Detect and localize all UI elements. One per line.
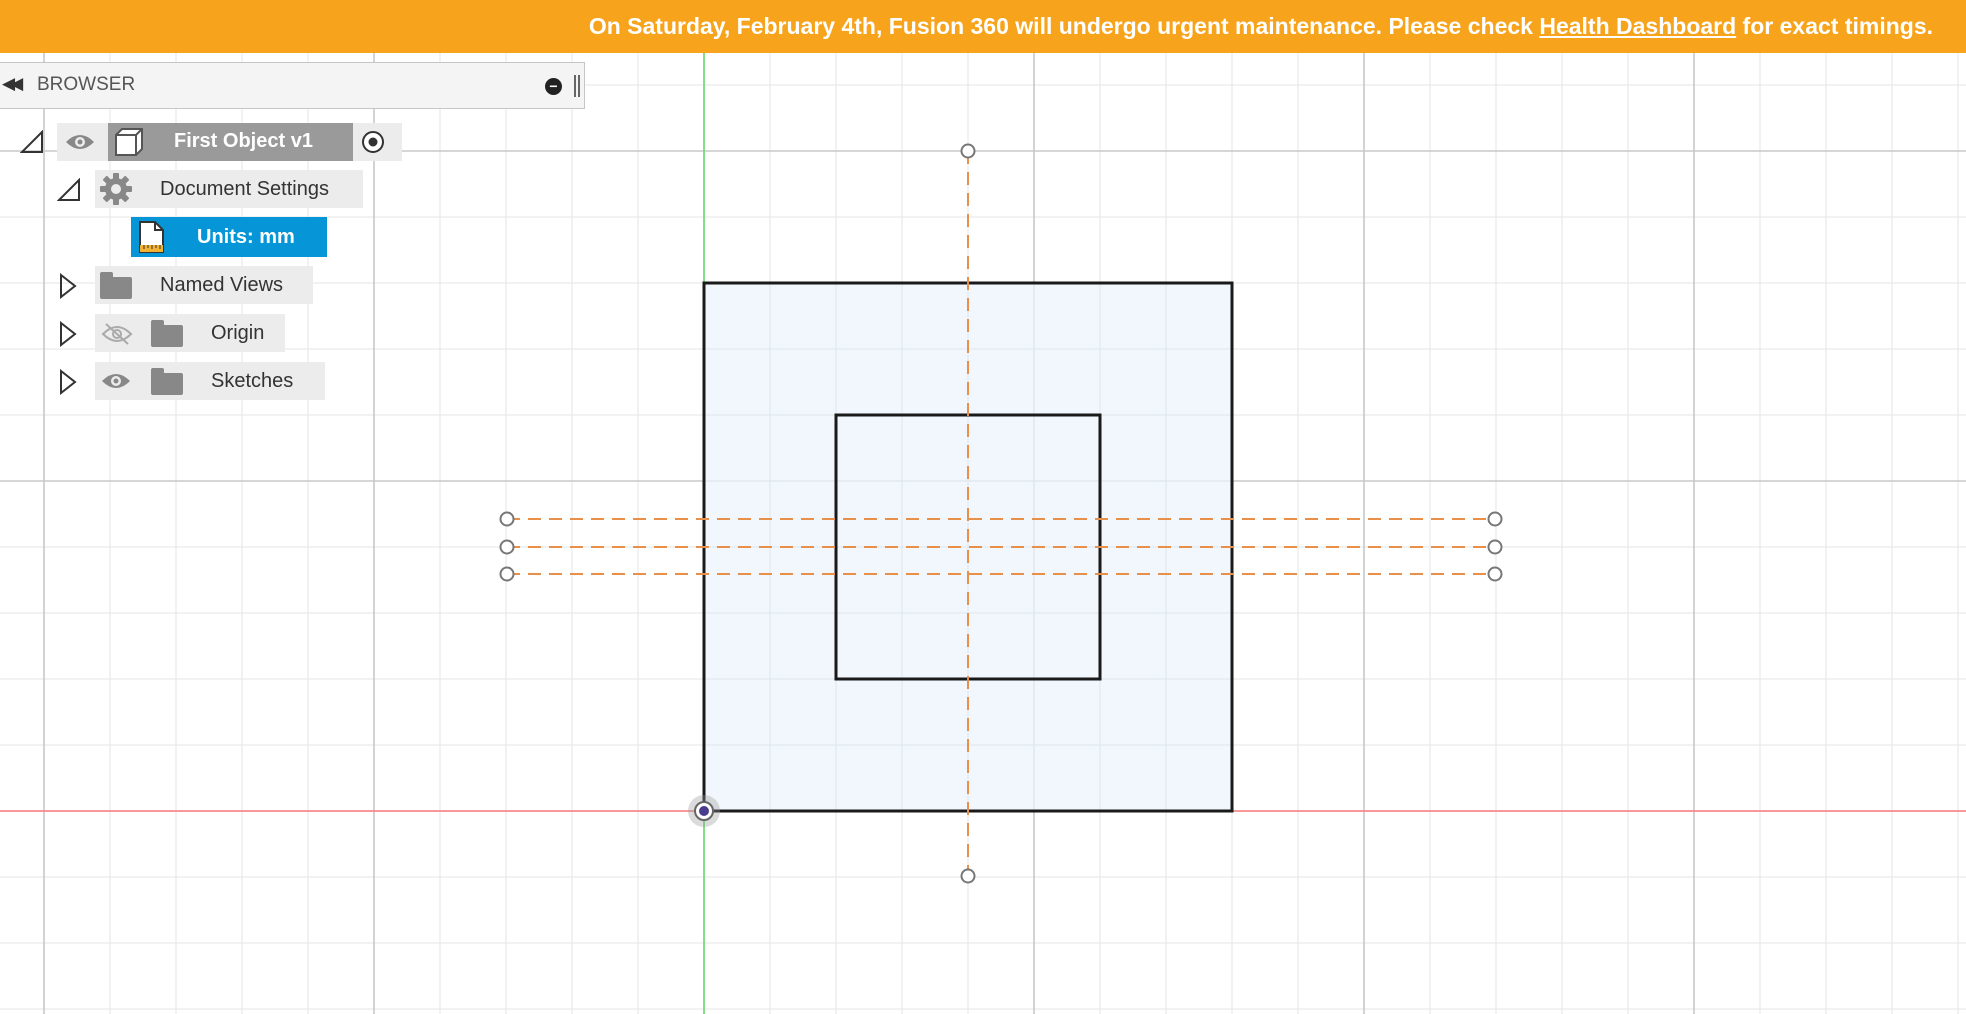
maintenance-banner: On Saturday, February 4th, Fusion 360 wi…	[0, 0, 1966, 53]
eye-icon[interactable]	[100, 370, 132, 392]
gear-icon	[100, 173, 132, 205]
folder-icon	[151, 320, 183, 347]
endpoint	[960, 143, 976, 159]
endpoint	[499, 566, 515, 582]
endpoint	[1487, 539, 1503, 555]
expanded-triangle-icon[interactable]	[57, 178, 81, 202]
activate-radio-icon[interactable]	[360, 129, 386, 155]
minimize-icon[interactable]: −	[545, 78, 562, 95]
named-views-label[interactable]: Named Views	[160, 274, 284, 296]
endpoint	[499, 539, 515, 555]
units-label[interactable]: Units: mm	[197, 226, 295, 248]
collapsed-triangle-icon[interactable]	[58, 273, 78, 299]
origin-point[interactable]	[688, 795, 720, 827]
health-dashboard-link[interactable]: Health Dashboard	[1539, 13, 1737, 39]
browser-panel-header: ◀◀ BROWSER −	[0, 62, 585, 109]
sketches-label[interactable]: Sketches	[211, 370, 294, 392]
document-settings-label[interactable]: Document Settings	[160, 178, 329, 200]
eye-icon[interactable]	[64, 131, 96, 153]
construction-endpoints[interactable]	[499, 143, 1503, 884]
browser-title: BROWSER	[37, 74, 136, 95]
folder-icon	[100, 272, 132, 299]
banner-text-end: for exact timings.	[1736, 13, 1933, 39]
endpoint	[499, 511, 515, 527]
banner-text: On Saturday, February 4th, Fusion 360 wi…	[588, 13, 1540, 39]
root-component-label[interactable]: First Object v1	[174, 130, 313, 152]
units-document-icon	[139, 221, 164, 253]
endpoint	[1487, 511, 1503, 527]
endpoint	[1487, 566, 1503, 582]
collapsed-triangle-icon[interactable]	[58, 321, 78, 347]
folder-icon	[151, 368, 183, 395]
expanded-triangle-icon[interactable]	[20, 130, 44, 154]
component-icon	[115, 128, 143, 156]
panel-pin-icon[interactable]	[574, 75, 580, 97]
eye-hidden-icon[interactable]	[100, 322, 134, 346]
origin-label[interactable]: Origin	[211, 322, 265, 344]
collapsed-triangle-icon[interactable]	[58, 369, 78, 395]
endpoint	[960, 868, 976, 884]
collapse-panel-icon[interactable]: ◀◀	[2, 74, 23, 93]
